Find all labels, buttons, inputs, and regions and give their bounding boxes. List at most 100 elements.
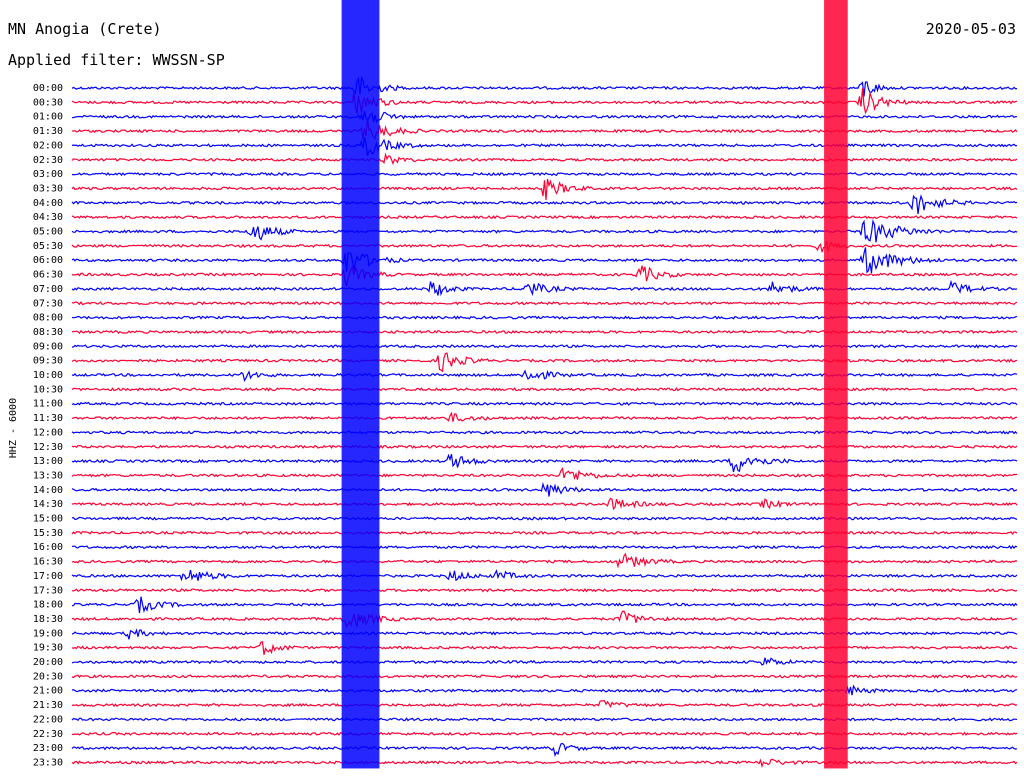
trace-line [71, 315, 1018, 320]
row-label: 10:30 [33, 384, 63, 395]
row-label: 17:30 [33, 585, 63, 596]
saturated-band [824, 0, 848, 769]
trace-line [71, 411, 1018, 422]
row-label: 08:30 [33, 327, 63, 338]
trace-line [71, 588, 1018, 593]
row-label: 08:00 [33, 313, 63, 324]
row-label: 11:00 [33, 399, 63, 410]
trace-line [71, 301, 1018, 306]
row-label: 22:30 [33, 729, 63, 740]
row-label: 05:30 [33, 241, 63, 252]
row-label: 14:30 [33, 499, 63, 510]
row-label: 18:00 [33, 600, 63, 611]
row-label: 03:00 [33, 169, 63, 180]
row-label: 04:00 [33, 198, 63, 209]
trace-line [71, 152, 1018, 166]
row-label: 07:30 [33, 298, 63, 309]
trace-line [71, 596, 1018, 614]
row-label: 06:30 [33, 270, 63, 281]
row-label: 22:00 [33, 714, 63, 725]
trace-line [71, 453, 1018, 473]
trace-line [71, 530, 1018, 536]
row-label: 00:30 [33, 97, 63, 108]
trace-line [71, 218, 1018, 243]
trace-line [71, 742, 1018, 757]
trace-line [71, 569, 1018, 582]
trace-line [71, 118, 1018, 140]
row-label: 01:00 [33, 112, 63, 123]
trace-line [71, 497, 1018, 511]
row-label: 03:30 [33, 183, 63, 194]
trace-line [71, 369, 1018, 383]
row-label: 13:00 [33, 456, 63, 467]
trace-line [71, 401, 1018, 406]
date-label: 2020-05-03 [925, 20, 1016, 38]
saturated-band [341, 0, 380, 769]
row-label: 02:00 [33, 140, 63, 151]
trace-line [71, 178, 1018, 201]
row-label: 16:00 [33, 542, 63, 553]
trace-line [71, 444, 1018, 449]
row-label: 04:30 [33, 212, 63, 223]
row-label: 14:00 [33, 485, 63, 496]
row-label: 13:30 [33, 470, 63, 481]
trace-line [71, 137, 1018, 156]
row-label: 21:30 [33, 700, 63, 711]
row-label: 16:30 [33, 557, 63, 568]
trace-line [71, 516, 1018, 521]
trace-line [71, 544, 1018, 550]
trace-line [71, 344, 1018, 349]
trace-line [71, 387, 1018, 392]
trace-line [71, 628, 1018, 640]
trace-line [71, 657, 1018, 666]
trace-line [71, 758, 1018, 769]
row-label: 20:00 [33, 657, 63, 668]
row-label: 12:30 [33, 442, 63, 453]
trace-line [71, 641, 1018, 655]
row-label: 05:00 [33, 227, 63, 238]
trace-line [71, 265, 1018, 287]
row-labels: 00:00 00:30 01:00 01:30 02:00 02:30 03:00 03:30… [33, 83, 63, 768]
row-label: 15:00 [33, 514, 63, 525]
row-label: 15:30 [33, 528, 63, 539]
station-title: MN Anogia (Crete) [8, 20, 162, 38]
row-label: 11:30 [33, 413, 63, 424]
trace-line [71, 684, 1018, 696]
trace-line [71, 329, 1018, 335]
row-label: 01:30 [33, 126, 63, 137]
trace-line [71, 171, 1018, 177]
trace-line [71, 610, 1018, 629]
row-label: 23:00 [33, 743, 63, 754]
row-label: 19:30 [33, 643, 63, 654]
trace-line [71, 430, 1018, 435]
trace-line [71, 247, 1018, 274]
row-label: 07:00 [33, 284, 63, 295]
trace-line [71, 279, 1018, 297]
trace-line [71, 552, 1018, 569]
row-label: 21:00 [33, 686, 63, 697]
row-label: 12:00 [33, 427, 63, 438]
trace-line [71, 214, 1018, 220]
row-label: 00:00 [33, 83, 63, 94]
trace-line [71, 700, 1018, 709]
row-label: 18:30 [33, 614, 63, 625]
row-label: 17:00 [33, 571, 63, 582]
row-label: 02:30 [33, 155, 63, 166]
trace-line [71, 110, 1018, 123]
row-label: 19:00 [33, 628, 63, 639]
trace-line [71, 481, 1018, 497]
trace-line [71, 194, 1018, 215]
trace-line [71, 731, 1018, 736]
filter-label: Applied filter: WWSSN-SP [8, 51, 225, 69]
trace-line [71, 717, 1018, 722]
trace-line [71, 75, 1018, 97]
row-label: 06:00 [33, 255, 63, 266]
trace-line [71, 467, 1018, 480]
row-label: 10:00 [33, 370, 63, 381]
traces [71, 0, 1018, 769]
row-label: 20:30 [33, 671, 63, 682]
y-axis-label: HHZ - 6000 [8, 398, 19, 458]
trace-line [71, 674, 1018, 679]
trace-line [71, 88, 1018, 115]
